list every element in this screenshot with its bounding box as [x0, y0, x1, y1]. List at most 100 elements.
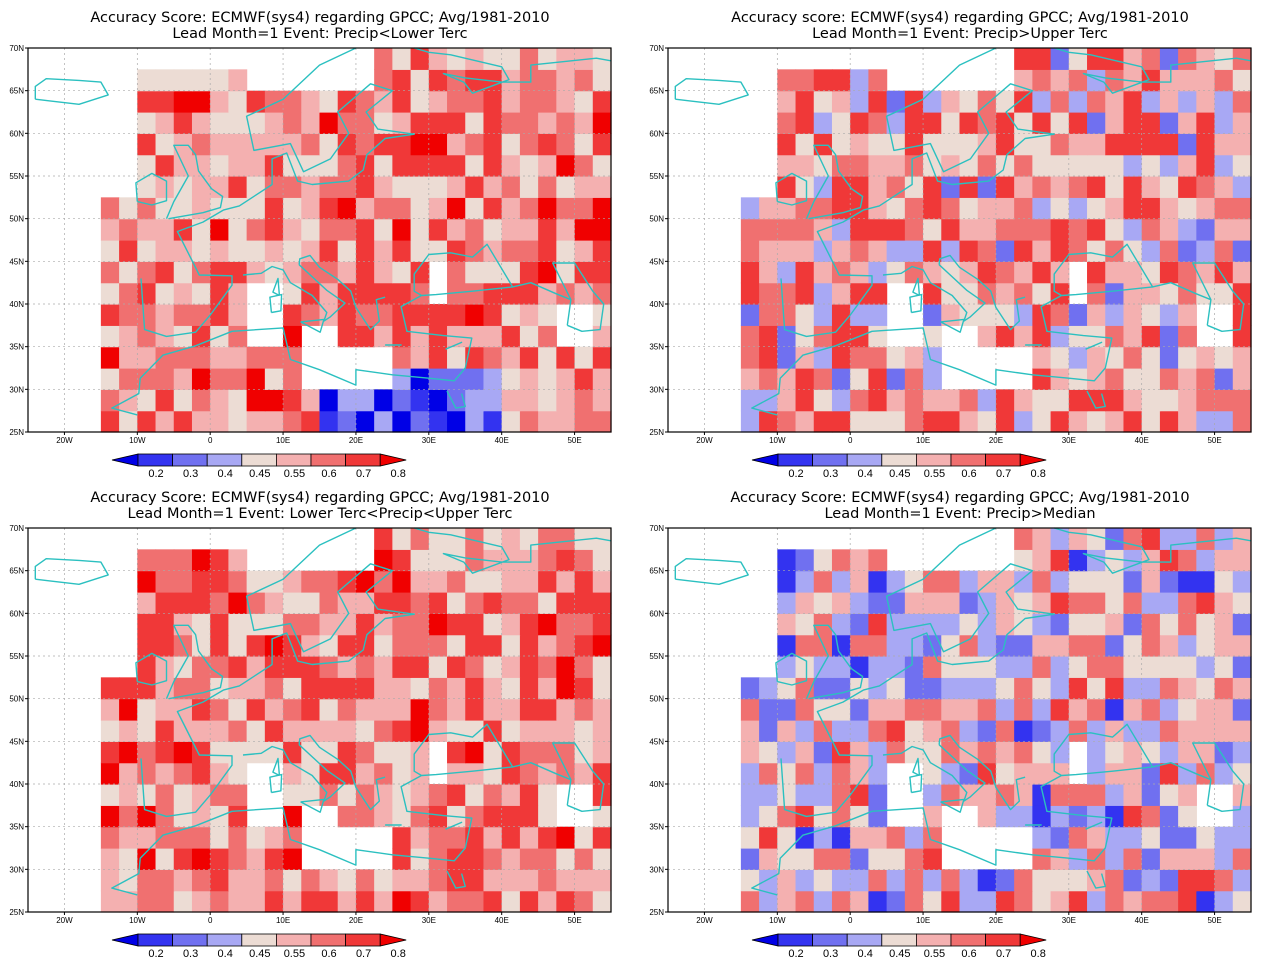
score-cell — [210, 634, 230, 657]
lat-tick-label: 45N — [649, 257, 664, 266]
score-cell — [1232, 282, 1252, 305]
score-cell — [1159, 656, 1179, 678]
score-cell — [519, 48, 539, 70]
score-cell — [923, 282, 942, 305]
score-cell — [868, 261, 888, 284]
score-cell — [941, 677, 961, 700]
score-cell — [1178, 805, 1197, 828]
score-cell — [995, 741, 1015, 764]
score-cell — [1196, 698, 1216, 721]
score-cell — [447, 741, 466, 764]
score-cell — [137, 282, 157, 305]
score-cell — [1196, 656, 1216, 678]
score-cell — [1032, 154, 1052, 177]
score-cell — [1068, 805, 1088, 828]
score-cell — [795, 368, 815, 390]
score-cell — [977, 741, 997, 764]
score-cell — [392, 848, 412, 870]
score-cell — [191, 240, 211, 262]
score-cell — [850, 90, 870, 113]
score-cell — [173, 133, 193, 156]
colorbar-segment — [950, 933, 986, 947]
score-cell — [556, 528, 576, 550]
score-cell — [501, 368, 521, 390]
score-cell — [428, 677, 448, 700]
score-cell — [868, 410, 888, 433]
score-cell — [795, 261, 815, 284]
score-cell — [228, 549, 248, 572]
score-cell — [246, 613, 266, 636]
score-cell — [264, 848, 284, 870]
score-cell — [1032, 69, 1052, 92]
score-cell — [1050, 677, 1070, 700]
score-cell — [941, 656, 961, 678]
score-cell — [191, 112, 211, 134]
score-cell — [392, 570, 412, 593]
lat-tick-label: 35N — [649, 823, 664, 832]
score-cell — [795, 69, 815, 92]
score-cell — [904, 592, 924, 614]
score-cell — [1087, 197, 1106, 220]
score-cell — [923, 762, 942, 785]
score-cell — [868, 890, 888, 913]
score-cell — [1050, 410, 1070, 433]
lon-tick-label: 20W — [696, 436, 713, 445]
score-cell — [1087, 677, 1106, 700]
score-cell — [155, 634, 175, 657]
score-cell — [137, 549, 157, 572]
score-cell — [1123, 261, 1143, 284]
score-cell — [1159, 261, 1179, 284]
score-cell — [1196, 90, 1216, 113]
score-cell — [1087, 133, 1106, 156]
coastline — [269, 293, 283, 314]
score-cell — [977, 240, 997, 262]
score-cell — [868, 677, 888, 700]
score-cell — [264, 112, 284, 134]
score-cell — [374, 197, 393, 220]
score-cell — [191, 848, 211, 870]
score-cell — [1050, 741, 1070, 764]
coastline — [165, 624, 224, 700]
colorbar: 0.2 0.3 0.4 0.45 0.55 0.6 0.7 0.8 — [751, 453, 1047, 480]
score-cell — [501, 848, 521, 870]
colorbar-arrow-high — [379, 933, 407, 947]
score-cell — [155, 133, 175, 156]
score-cell — [795, 592, 815, 614]
score-cell — [1087, 762, 1106, 785]
lat-tick-label: 50N — [9, 215, 24, 224]
score-cell — [777, 656, 797, 678]
score-cell — [519, 69, 539, 92]
panel-title: Accuracy Score: ECMWF(sys4) regarding GP… — [90, 10, 550, 26]
score-cell — [519, 90, 539, 113]
score-cell — [228, 848, 248, 870]
score-cell — [392, 218, 412, 241]
score-cell — [1032, 368, 1052, 390]
score-cell — [904, 698, 924, 721]
score-cell — [941, 176, 961, 198]
score-cell — [501, 154, 521, 177]
score-cell — [1159, 592, 1179, 614]
score-cell — [1159, 69, 1179, 92]
score-cell — [191, 784, 211, 806]
score-cell — [941, 410, 961, 433]
score-cell — [1087, 218, 1106, 241]
lon-tick-label: 10W — [769, 916, 786, 925]
score-cell — [1068, 677, 1088, 700]
score-cell — [868, 90, 888, 113]
lon-tick-label: 30E — [422, 916, 436, 925]
score-cell — [410, 325, 430, 348]
score-cell — [1214, 869, 1234, 892]
score-cell — [1178, 261, 1197, 284]
score-cell — [777, 634, 797, 657]
score-cell — [501, 197, 521, 220]
coastline — [805, 144, 864, 220]
score-cell — [831, 240, 851, 262]
score-cell — [904, 720, 924, 742]
score-cell — [777, 784, 797, 806]
score-cell — [923, 613, 942, 636]
colorbar-label: 0.45 — [249, 468, 270, 480]
coastline — [909, 293, 923, 314]
score-cell — [1068, 48, 1088, 70]
score-cell — [941, 592, 961, 614]
score-cell — [483, 368, 503, 390]
